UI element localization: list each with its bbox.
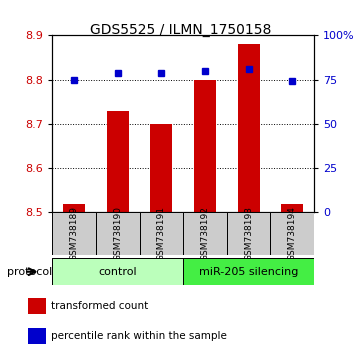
Bar <box>107 110 129 212</box>
Bar <box>52 258 183 285</box>
Text: GSM738194: GSM738194 <box>288 206 297 261</box>
Text: GDS5525 / ILMN_1750158: GDS5525 / ILMN_1750158 <box>90 23 271 37</box>
Bar <box>52 212 96 255</box>
Bar <box>194 80 216 212</box>
Bar <box>63 204 85 212</box>
Text: GSM738192: GSM738192 <box>200 206 209 261</box>
Text: percentile rank within the sample: percentile rank within the sample <box>51 331 227 341</box>
Text: GSM738193: GSM738193 <box>244 206 253 261</box>
Bar <box>96 212 140 255</box>
Bar <box>183 212 227 255</box>
Bar <box>270 212 314 255</box>
Text: transformed count: transformed count <box>51 301 148 311</box>
Bar <box>140 212 183 255</box>
Text: GSM738191: GSM738191 <box>157 206 166 261</box>
Bar <box>227 212 270 255</box>
Text: protocol: protocol <box>7 267 52 277</box>
Bar <box>183 258 314 285</box>
Bar <box>281 204 303 212</box>
Text: GSM738189: GSM738189 <box>70 206 79 261</box>
Bar <box>238 44 260 212</box>
Bar <box>151 124 172 212</box>
Text: miR-205 silencing: miR-205 silencing <box>199 267 298 277</box>
Bar <box>28 297 46 314</box>
Text: GSM738190: GSM738190 <box>113 206 122 261</box>
Bar <box>28 327 46 344</box>
Text: control: control <box>99 267 137 277</box>
